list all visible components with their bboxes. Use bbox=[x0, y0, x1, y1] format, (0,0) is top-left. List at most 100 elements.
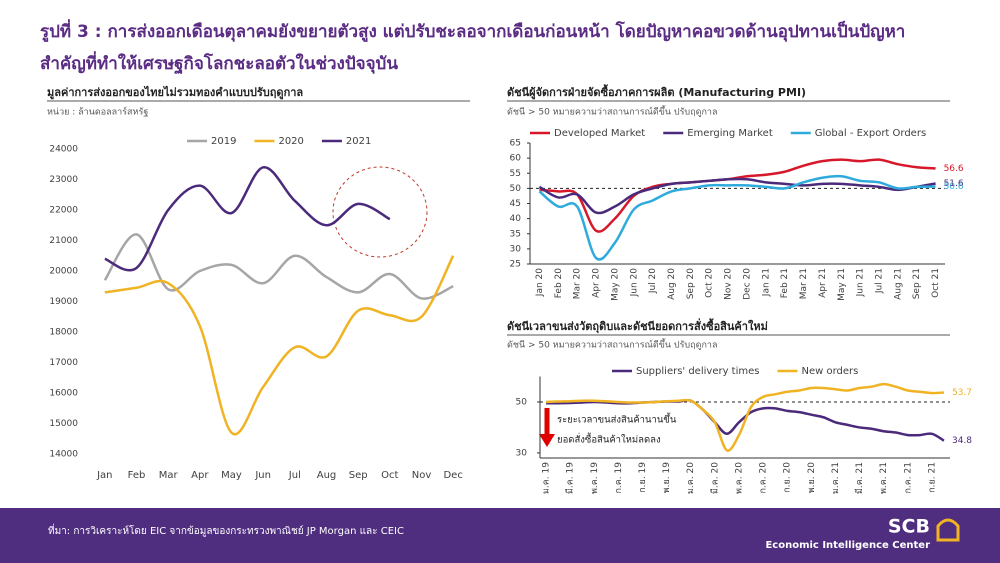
legend-label: 2020 bbox=[278, 136, 303, 147]
end-label: 34.8 bbox=[952, 436, 972, 446]
source: ที่มา: การวิเคราะห์โดย EIC จากข้อมูลของก… bbox=[48, 523, 404, 537]
x-tick-label: ม.ค. 21 bbox=[831, 462, 841, 494]
x-tick-label: ก.ย. 20 bbox=[783, 462, 793, 493]
x-tick-label: Apr bbox=[191, 470, 209, 481]
legend-label: New orders bbox=[801, 366, 858, 377]
x-tick-label: Sep bbox=[349, 470, 368, 481]
page-title: รูปที่ 3 : การส่งออกเดือนตุลาคมยังขยายตั… bbox=[40, 19, 905, 43]
y-tick-label: 17000 bbox=[49, 358, 78, 368]
series-line bbox=[103, 233, 454, 300]
x-tick-label: Jul 20 bbox=[648, 268, 658, 294]
x-tick-label: Mar 21 bbox=[799, 268, 809, 299]
x-tick-label: Jun 20 bbox=[629, 268, 639, 298]
chart-title: ดัชนีเวลาขนส่งวัตถุดิบและดัชนียอดการสั่ง… bbox=[507, 318, 768, 334]
chart-subtitle: ดัชนี > 50 หมายความว่าสถานการณ์ดีขึ้น ปร… bbox=[507, 105, 717, 118]
y-tick-label: 22000 bbox=[49, 206, 78, 216]
x-tick-label: Nov bbox=[412, 470, 432, 481]
y-tick-label: 20000 bbox=[49, 267, 78, 277]
series-line bbox=[104, 166, 391, 272]
highlight-circle bbox=[332, 166, 428, 258]
y-tick-label: 16000 bbox=[49, 389, 78, 399]
x-tick-label: Aug bbox=[317, 470, 337, 481]
y-tick-label: 65 bbox=[510, 139, 521, 149]
x-tick-label: ก.ค. 21 bbox=[903, 462, 913, 494]
x-tick-label: Apr 21 bbox=[818, 268, 828, 298]
x-tick-label: ก.ย. 21 bbox=[927, 462, 937, 493]
x-tick-label: Feb bbox=[128, 470, 146, 481]
x-tick-label: Feb 20 bbox=[554, 268, 564, 299]
x-tick-label: มี.ค. 21 bbox=[854, 462, 865, 494]
y-tick-label: 19000 bbox=[49, 297, 78, 307]
legend-label: Suppliers' delivery times bbox=[636, 366, 759, 377]
y-tick-label: 25 bbox=[510, 260, 521, 270]
x-tick-label: Jul 21 bbox=[874, 268, 884, 294]
x-tick-label: พ.ค. 19 bbox=[590, 462, 600, 494]
x-tick-label: Aug 21 bbox=[893, 268, 903, 300]
x-tick-label: Feb 21 bbox=[780, 268, 790, 298]
x-tick-label: Nov 20 bbox=[724, 268, 734, 300]
x-tick-label: ก.ค. 20 bbox=[759, 462, 769, 494]
legend-label: Global - Export Orders bbox=[815, 128, 926, 139]
x-tick-label: พ.ย. 19 bbox=[662, 462, 672, 494]
x-tick-label: Dec 20 bbox=[742, 268, 752, 300]
end-label: 50.6 bbox=[944, 182, 964, 192]
logo-sub: Economic Intelligence Center bbox=[765, 540, 930, 551]
x-tick-label: Sep 21 bbox=[912, 268, 922, 299]
x-tick-label: พ.ย. 20 bbox=[807, 462, 817, 494]
chart-title: ดัชนีผู้จัดการฝ่ายจัดซื้อภาคการผลิต (Man… bbox=[507, 84, 806, 100]
y-tick-label: 50 bbox=[510, 184, 522, 194]
legend-label: Emerging Market bbox=[687, 128, 773, 139]
series-line bbox=[538, 177, 936, 215]
page-title: สำคัญที่ทำให้เศรษฐกิจโลกชะลอตัวในช่วงปัจ… bbox=[40, 51, 398, 75]
series-line bbox=[104, 255, 455, 436]
y-tick-label: 14000 bbox=[49, 450, 78, 460]
x-tick-label: Oct bbox=[381, 470, 398, 481]
chart-subtitle: หน่วย : ล้านดอลลาร์สหรัฐ bbox=[47, 106, 148, 118]
x-tick-label: May 20 bbox=[610, 268, 620, 301]
x-tick-label: Aug 20 bbox=[667, 268, 677, 300]
end-label: 56.6 bbox=[944, 164, 964, 174]
logo: SCB bbox=[888, 516, 930, 538]
x-tick-label: พ.ค. 20 bbox=[734, 462, 744, 494]
x-tick-label: Jan 20 bbox=[535, 268, 545, 297]
x-tick-label: Jan 21 bbox=[761, 268, 771, 297]
y-tick-label: 21000 bbox=[49, 236, 78, 246]
y-tick-label: 30 bbox=[516, 448, 528, 458]
x-tick-label: Jul bbox=[288, 470, 301, 481]
x-tick-label: Oct 20 bbox=[705, 268, 715, 298]
y-tick-label: 30 bbox=[510, 244, 522, 254]
y-tick-label: 23000 bbox=[49, 175, 78, 185]
legend-label: Developed Market bbox=[554, 128, 645, 139]
x-tick-label: Jan bbox=[96, 470, 112, 481]
annotation: ระยะเวลาขนส่งสินค้านานขึ้น bbox=[557, 413, 677, 426]
y-tick-label: 35 bbox=[510, 229, 521, 239]
chart-subtitle: ดัชนี > 50 หมายความว่าสถานการณ์ดีขึ้น ปร… bbox=[507, 338, 717, 351]
x-tick-label: ก.ค. 19 bbox=[614, 462, 624, 494]
end-label: 51.6 bbox=[944, 179, 964, 189]
x-tick-label: Apr 20 bbox=[592, 268, 602, 298]
x-tick-label: Dec bbox=[443, 470, 462, 481]
series-line bbox=[539, 158, 936, 233]
legend-label: 2019 bbox=[211, 136, 236, 147]
x-tick-label: ก.ย. 19 bbox=[638, 462, 648, 493]
series-line bbox=[546, 398, 945, 442]
logo-icon bbox=[936, 518, 960, 542]
x-tick-label: Mar 20 bbox=[573, 268, 583, 300]
y-tick-label: 18000 bbox=[49, 328, 78, 338]
x-tick-label: ม.ค. 20 bbox=[686, 462, 696, 494]
y-tick-label: 40 bbox=[510, 214, 522, 224]
x-tick-label: พ.ค. 21 bbox=[879, 462, 889, 494]
y-tick-label: 55 bbox=[510, 169, 521, 179]
legend-label: 2021 bbox=[346, 136, 371, 147]
y-tick-label: 45 bbox=[510, 199, 521, 209]
footer-band bbox=[0, 508, 1000, 563]
y-tick-label: 60 bbox=[510, 154, 522, 164]
x-tick-label: May bbox=[221, 470, 242, 481]
x-tick-label: Mar bbox=[159, 470, 179, 481]
x-tick-label: Jun bbox=[254, 470, 271, 481]
end-label: 53.7 bbox=[952, 388, 972, 398]
x-tick-label: Oct 21 bbox=[931, 268, 941, 298]
x-tick-label: Jun 21 bbox=[856, 268, 866, 297]
y-tick-label: 50 bbox=[516, 397, 528, 407]
